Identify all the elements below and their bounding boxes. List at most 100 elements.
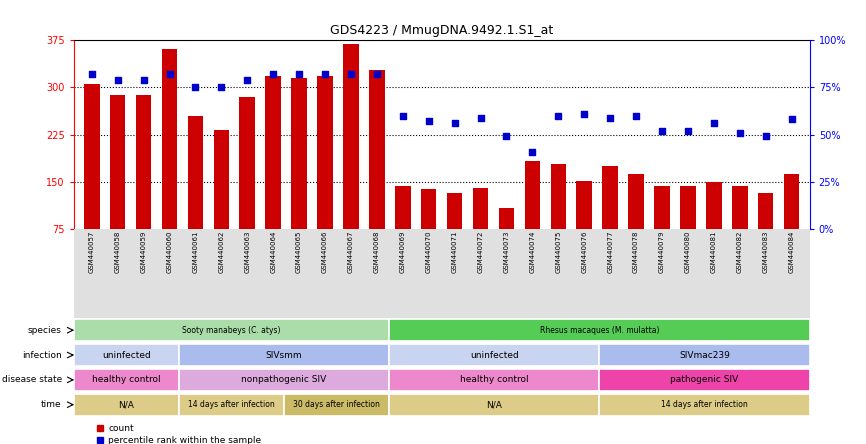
Point [163, 71, 177, 78]
Bar [74, 319, 389, 341]
Text: 14 days after infection: 14 days after infection [188, 400, 275, 409]
Point [318, 71, 332, 78]
Bar [317, 76, 333, 277]
Text: GSM440060: GSM440060 [166, 231, 172, 274]
Text: GSM440074: GSM440074 [529, 231, 535, 273]
Text: GSM440070: GSM440070 [426, 231, 431, 274]
Bar [447, 193, 462, 277]
Text: N/A: N/A [487, 400, 502, 409]
Text: GSM440078: GSM440078 [633, 231, 639, 274]
Bar [599, 344, 810, 366]
Text: uninfected: uninfected [102, 350, 151, 360]
Bar [628, 174, 643, 277]
Point [344, 71, 358, 78]
Bar [74, 393, 178, 416]
Point [681, 127, 695, 134]
Text: 14 days after infection: 14 days after infection [661, 400, 748, 409]
Text: GSM440058: GSM440058 [114, 231, 120, 273]
Bar [343, 44, 359, 277]
Text: GSM440076: GSM440076 [581, 231, 587, 274]
Bar [389, 344, 599, 366]
Point [370, 71, 384, 78]
Text: healthy control: healthy control [92, 375, 160, 385]
Text: GSM440069: GSM440069 [400, 231, 406, 274]
Text: infection: infection [22, 350, 61, 360]
Bar [162, 49, 178, 277]
Bar [178, 344, 389, 366]
Bar [74, 369, 178, 391]
Point [292, 71, 306, 78]
Bar [599, 393, 810, 416]
Text: GSM440073: GSM440073 [503, 231, 509, 274]
Point [422, 118, 436, 125]
Bar [84, 84, 100, 277]
Text: Rhesus macaques (M. mulatta): Rhesus macaques (M. mulatta) [540, 326, 659, 335]
Bar [680, 186, 695, 277]
Point [500, 133, 514, 140]
Bar [178, 369, 389, 391]
Point [474, 114, 488, 121]
Text: nonpathogenic SIV: nonpathogenic SIV [242, 375, 326, 385]
Text: SIVsmm: SIVsmm [266, 350, 302, 360]
Text: GSM440082: GSM440082 [737, 231, 743, 273]
Bar [654, 186, 669, 277]
Text: SIVmac239: SIVmac239 [679, 350, 730, 360]
Point [189, 84, 203, 91]
Bar [389, 393, 599, 416]
Text: 30 days after infection: 30 days after infection [293, 400, 380, 409]
Bar [473, 188, 488, 277]
Bar [784, 174, 799, 277]
Point [266, 71, 280, 78]
Bar [577, 181, 592, 277]
Text: time: time [42, 400, 61, 409]
Point [448, 119, 462, 127]
Text: GSM440063: GSM440063 [244, 231, 250, 274]
Text: GSM440062: GSM440062 [218, 231, 224, 273]
Point [526, 148, 540, 155]
Text: GSM440075: GSM440075 [555, 231, 561, 273]
Bar [732, 186, 747, 277]
Point [111, 76, 125, 83]
Title: GDS4223 / MmugDNA.9492.1.S1_at: GDS4223 / MmugDNA.9492.1.S1_at [330, 24, 553, 37]
Point [785, 116, 798, 123]
Bar [369, 70, 385, 277]
Point [215, 84, 229, 91]
Bar [551, 164, 566, 277]
Bar [188, 115, 204, 277]
Bar [178, 393, 284, 416]
Text: GSM440065: GSM440065 [296, 231, 302, 273]
Text: disease state: disease state [2, 375, 61, 385]
Bar [603, 166, 618, 277]
Bar [291, 78, 307, 277]
Bar [706, 182, 721, 277]
Text: GSM440066: GSM440066 [322, 231, 328, 274]
Text: N/A: N/A [119, 400, 134, 409]
Text: Sooty manabeys (C. atys): Sooty manabeys (C. atys) [182, 326, 281, 335]
Text: pathogenic SIV: pathogenic SIV [670, 375, 739, 385]
Bar [240, 97, 255, 277]
Point [578, 110, 591, 117]
Bar [389, 319, 810, 341]
Text: species: species [28, 326, 61, 335]
Text: GSM440072: GSM440072 [477, 231, 483, 273]
Text: GSM440061: GSM440061 [192, 231, 198, 274]
Text: GSM440071: GSM440071 [452, 231, 457, 274]
Bar [74, 344, 178, 366]
Point [604, 114, 617, 121]
Text: GSM440084: GSM440084 [789, 231, 795, 273]
Bar [499, 208, 514, 277]
Text: GSM440064: GSM440064 [270, 231, 276, 273]
Bar [395, 186, 410, 277]
Point [396, 112, 410, 119]
Bar [284, 393, 389, 416]
Bar [421, 190, 436, 277]
Point [552, 112, 565, 119]
Legend: count, percentile rank within the sample: count, percentile rank within the sample [93, 420, 265, 444]
Bar [758, 193, 773, 277]
Bar [265, 76, 281, 277]
Text: GSM440057: GSM440057 [88, 231, 94, 273]
Text: GSM440059: GSM440059 [140, 231, 146, 273]
Text: healthy control: healthy control [460, 375, 528, 385]
Point [137, 76, 151, 83]
Point [707, 119, 721, 127]
